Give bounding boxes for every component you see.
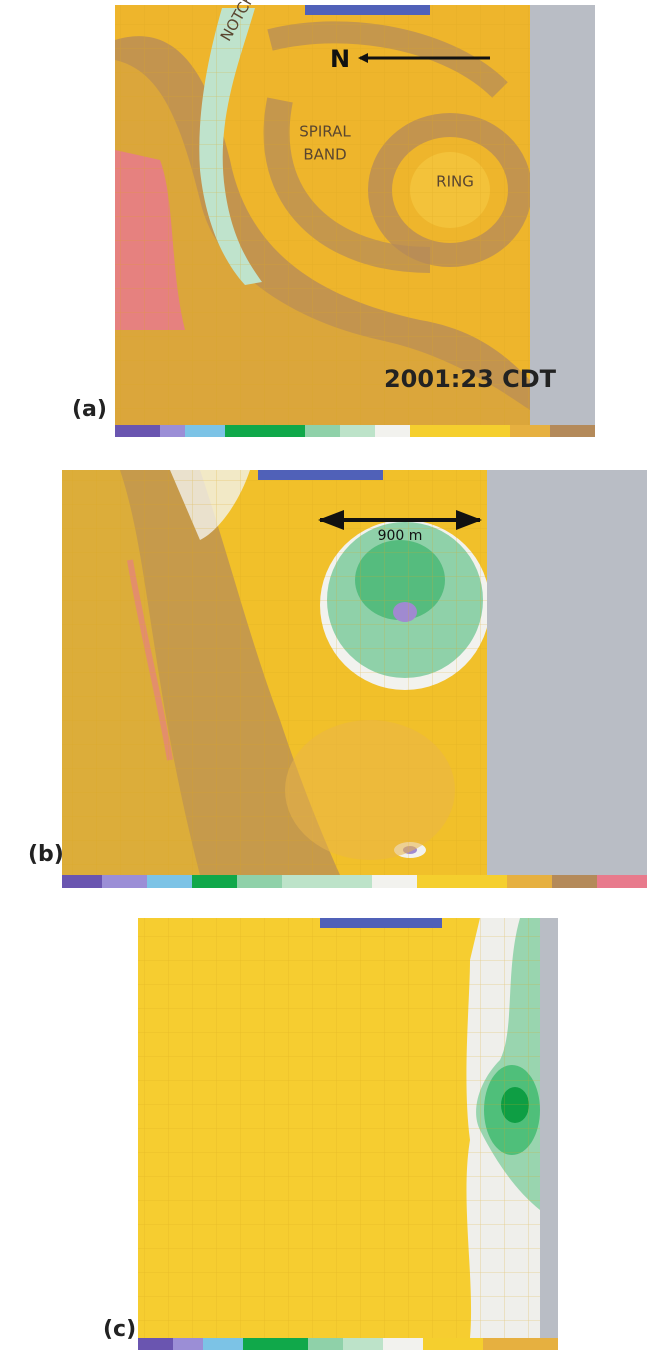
no-data-region [530,5,595,425]
annotation: N [330,45,350,73]
annotation: RING [436,173,474,191]
no-data-region [540,918,558,1338]
figure: NOTCH N SPIRAL BAND RING 2001:23 CDT (a)… [0,0,647,1352]
panel-a: NOTCH N SPIRAL BAND RING 2001:23 CDT (a) [72,0,595,437]
no-data-region [487,470,647,875]
panel-label: (c) [103,1317,136,1342]
reflectivity-region [285,720,455,860]
annotation: SPIRAL [299,123,351,141]
header-bar [258,470,383,480]
header-bar [320,918,442,928]
grid-overlay [138,918,540,1338]
color-bar [115,425,595,437]
header-bar [305,5,430,15]
annotation: 900 m [378,528,423,544]
annotation: BAND [303,146,346,164]
color-bar [138,1338,558,1350]
panel-label: (b) [28,842,64,867]
grid-overlay [115,5,530,425]
timestamp: 2001:23 CDT [384,365,557,393]
panel-label: (a) [72,397,107,422]
color-bar [62,875,647,888]
